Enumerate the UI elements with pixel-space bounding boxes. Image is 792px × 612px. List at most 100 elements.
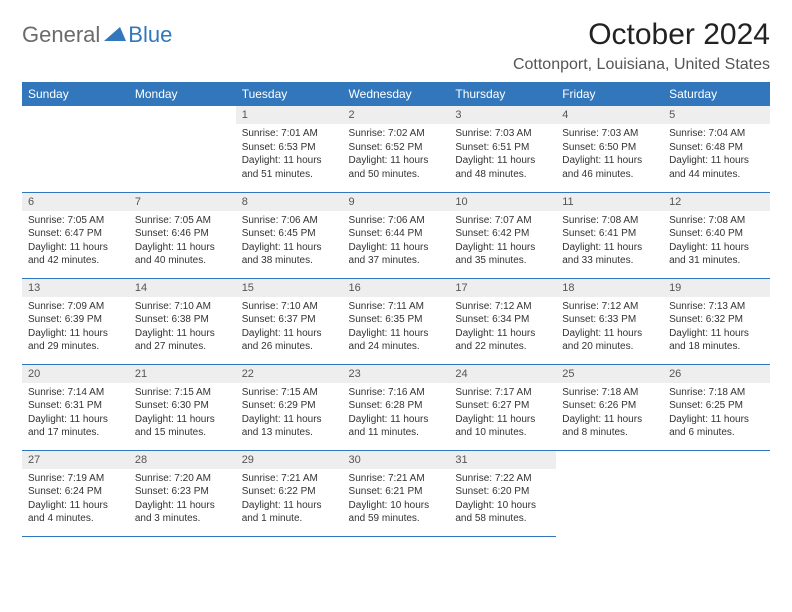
calendar-cell: 31Sunrise: 7:22 AMSunset: 6:20 PMDayligh… (449, 450, 556, 536)
calendar-cell: 24Sunrise: 7:17 AMSunset: 6:27 PMDayligh… (449, 364, 556, 450)
calendar-cell: 20Sunrise: 7:14 AMSunset: 6:31 PMDayligh… (22, 364, 129, 450)
day-number: 23 (343, 365, 450, 383)
day-details: Sunrise: 7:20 AMSunset: 6:23 PMDaylight:… (129, 469, 236, 532)
day-details: Sunrise: 7:13 AMSunset: 6:32 PMDaylight:… (663, 297, 770, 360)
day-number: 14 (129, 279, 236, 297)
day-details: Sunrise: 7:17 AMSunset: 6:27 PMDaylight:… (449, 383, 556, 446)
calendar-cell: 14Sunrise: 7:10 AMSunset: 6:38 PMDayligh… (129, 278, 236, 364)
calendar-cell: 17Sunrise: 7:12 AMSunset: 6:34 PMDayligh… (449, 278, 556, 364)
day-header: Thursday (449, 82, 556, 106)
month-title: October 2024 (513, 18, 770, 52)
calendar-cell: 9Sunrise: 7:06 AMSunset: 6:44 PMDaylight… (343, 192, 450, 278)
day-details: Sunrise: 7:10 AMSunset: 6:37 PMDaylight:… (236, 297, 343, 360)
calendar-row: 20Sunrise: 7:14 AMSunset: 6:31 PMDayligh… (22, 364, 770, 450)
day-details: Sunrise: 7:08 AMSunset: 6:41 PMDaylight:… (556, 211, 663, 274)
day-number: 5 (663, 106, 770, 124)
calendar-cell: 18Sunrise: 7:12 AMSunset: 6:33 PMDayligh… (556, 278, 663, 364)
day-number: 19 (663, 279, 770, 297)
brand-part2: Blue (128, 22, 172, 48)
calendar-table: SundayMondayTuesdayWednesdayThursdayFrid… (22, 82, 770, 537)
day-details: Sunrise: 7:09 AMSunset: 6:39 PMDaylight:… (22, 297, 129, 360)
calendar-row: 13Sunrise: 7:09 AMSunset: 6:39 PMDayligh… (22, 278, 770, 364)
day-details: Sunrise: 7:08 AMSunset: 6:40 PMDaylight:… (663, 211, 770, 274)
calendar-cell: 22Sunrise: 7:15 AMSunset: 6:29 PMDayligh… (236, 364, 343, 450)
calendar-cell: 28Sunrise: 7:20 AMSunset: 6:23 PMDayligh… (129, 450, 236, 536)
calendar-page: General Blue October 2024 Cottonport, Lo… (0, 0, 792, 555)
day-details: Sunrise: 7:18 AMSunset: 6:25 PMDaylight:… (663, 383, 770, 446)
day-header: Saturday (663, 82, 770, 106)
day-number: 1 (236, 106, 343, 124)
day-details: Sunrise: 7:16 AMSunset: 6:28 PMDaylight:… (343, 383, 450, 446)
header: General Blue October 2024 Cottonport, Lo… (22, 18, 770, 74)
day-details: Sunrise: 7:03 AMSunset: 6:50 PMDaylight:… (556, 124, 663, 187)
calendar-cell: 12Sunrise: 7:08 AMSunset: 6:40 PMDayligh… (663, 192, 770, 278)
day-header: Tuesday (236, 82, 343, 106)
day-details: Sunrise: 7:21 AMSunset: 6:21 PMDaylight:… (343, 469, 450, 532)
day-number: 7 (129, 193, 236, 211)
day-details: Sunrise: 7:11 AMSunset: 6:35 PMDaylight:… (343, 297, 450, 360)
day-details: Sunrise: 7:02 AMSunset: 6:52 PMDaylight:… (343, 124, 450, 187)
calendar-cell: 30Sunrise: 7:21 AMSunset: 6:21 PMDayligh… (343, 450, 450, 536)
day-number: 18 (556, 279, 663, 297)
calendar-cell: 13Sunrise: 7:09 AMSunset: 6:39 PMDayligh… (22, 278, 129, 364)
calendar-cell: 11Sunrise: 7:08 AMSunset: 6:41 PMDayligh… (556, 192, 663, 278)
brand-logo: General Blue (22, 22, 172, 48)
day-number: 11 (556, 193, 663, 211)
calendar-cell: 21Sunrise: 7:15 AMSunset: 6:30 PMDayligh… (129, 364, 236, 450)
day-header: Monday (129, 82, 236, 106)
day-details: Sunrise: 7:21 AMSunset: 6:22 PMDaylight:… (236, 469, 343, 532)
day-number: 25 (556, 365, 663, 383)
calendar-cell-empty (663, 450, 770, 536)
calendar-cell: 7Sunrise: 7:05 AMSunset: 6:46 PMDaylight… (129, 192, 236, 278)
day-number: 20 (22, 365, 129, 383)
day-number: 16 (343, 279, 450, 297)
day-number: 29 (236, 451, 343, 469)
day-number: 17 (449, 279, 556, 297)
calendar-cell: 1Sunrise: 7:01 AMSunset: 6:53 PMDaylight… (236, 106, 343, 192)
brand-triangle-icon (104, 25, 126, 46)
calendar-cell: 26Sunrise: 7:18 AMSunset: 6:25 PMDayligh… (663, 364, 770, 450)
calendar-cell: 8Sunrise: 7:06 AMSunset: 6:45 PMDaylight… (236, 192, 343, 278)
day-number: 6 (22, 193, 129, 211)
day-number: 12 (663, 193, 770, 211)
day-number: 21 (129, 365, 236, 383)
day-number: 31 (449, 451, 556, 469)
calendar-body: 1Sunrise: 7:01 AMSunset: 6:53 PMDaylight… (22, 106, 770, 536)
day-details: Sunrise: 7:06 AMSunset: 6:45 PMDaylight:… (236, 211, 343, 274)
day-details: Sunrise: 7:07 AMSunset: 6:42 PMDaylight:… (449, 211, 556, 274)
calendar-cell: 29Sunrise: 7:21 AMSunset: 6:22 PMDayligh… (236, 450, 343, 536)
day-number: 13 (22, 279, 129, 297)
day-number: 4 (556, 106, 663, 124)
day-header: Friday (556, 82, 663, 106)
calendar-cell: 6Sunrise: 7:05 AMSunset: 6:47 PMDaylight… (22, 192, 129, 278)
calendar-cell: 10Sunrise: 7:07 AMSunset: 6:42 PMDayligh… (449, 192, 556, 278)
calendar-cell-empty (556, 450, 663, 536)
day-details: Sunrise: 7:14 AMSunset: 6:31 PMDaylight:… (22, 383, 129, 446)
day-details: Sunrise: 7:19 AMSunset: 6:24 PMDaylight:… (22, 469, 129, 532)
calendar-row: 27Sunrise: 7:19 AMSunset: 6:24 PMDayligh… (22, 450, 770, 536)
location-text: Cottonport, Louisiana, United States (513, 56, 770, 74)
calendar-cell: 2Sunrise: 7:02 AMSunset: 6:52 PMDaylight… (343, 106, 450, 192)
calendar-cell: 15Sunrise: 7:10 AMSunset: 6:37 PMDayligh… (236, 278, 343, 364)
day-number: 3 (449, 106, 556, 124)
day-details: Sunrise: 7:15 AMSunset: 6:29 PMDaylight:… (236, 383, 343, 446)
day-number: 9 (343, 193, 450, 211)
calendar-cell: 4Sunrise: 7:03 AMSunset: 6:50 PMDaylight… (556, 106, 663, 192)
brand-part1: General (22, 22, 100, 48)
day-details: Sunrise: 7:06 AMSunset: 6:44 PMDaylight:… (343, 211, 450, 274)
day-number: 8 (236, 193, 343, 211)
day-details: Sunrise: 7:18 AMSunset: 6:26 PMDaylight:… (556, 383, 663, 446)
day-details: Sunrise: 7:12 AMSunset: 6:33 PMDaylight:… (556, 297, 663, 360)
day-number: 26 (663, 365, 770, 383)
day-number: 2 (343, 106, 450, 124)
calendar-cell: 5Sunrise: 7:04 AMSunset: 6:48 PMDaylight… (663, 106, 770, 192)
day-number: 10 (449, 193, 556, 211)
calendar-cell: 3Sunrise: 7:03 AMSunset: 6:51 PMDaylight… (449, 106, 556, 192)
day-details: Sunrise: 7:05 AMSunset: 6:46 PMDaylight:… (129, 211, 236, 274)
day-number: 28 (129, 451, 236, 469)
day-details: Sunrise: 7:10 AMSunset: 6:38 PMDaylight:… (129, 297, 236, 360)
calendar-row: 6Sunrise: 7:05 AMSunset: 6:47 PMDaylight… (22, 192, 770, 278)
calendar-cell-empty (129, 106, 236, 192)
calendar-cell-empty (22, 106, 129, 192)
day-header: Sunday (22, 82, 129, 106)
